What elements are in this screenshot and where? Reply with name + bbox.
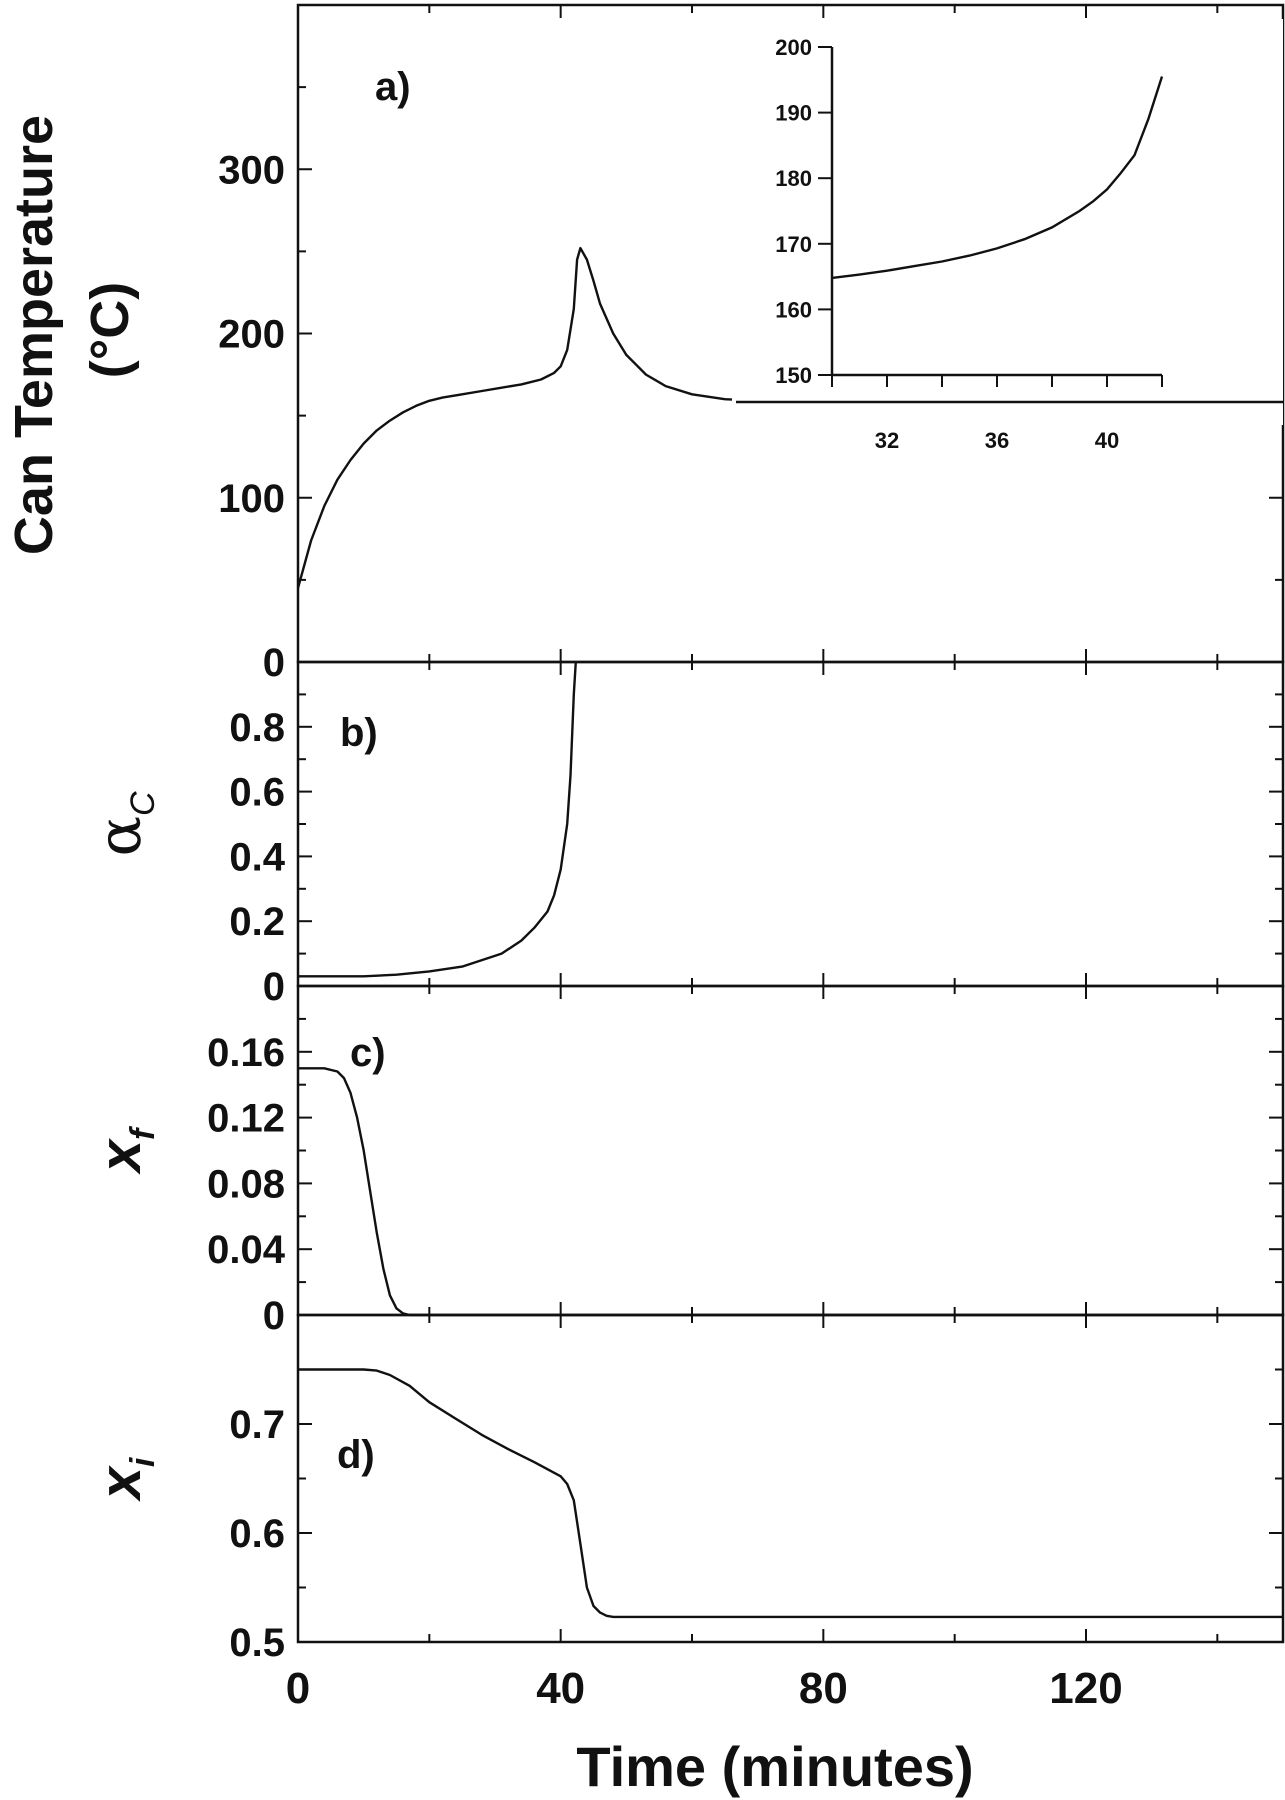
series-line-b [298,661,577,978]
panel-label-b: b) [340,711,378,755]
y-tick-label: 200 [218,313,285,357]
y-tick-label: 0 [263,641,285,685]
y-tick-label: 0.12 [207,1097,285,1141]
plot-frame-d [296,1313,1285,1644]
plot-frame-c [296,984,1285,1317]
panel-label-c: c) [350,1031,386,1075]
inset-y-tick-label: 180 [775,166,812,191]
inset-y-tick-label: 170 [775,232,812,257]
y-tick-label: 0.04 [207,1228,286,1272]
panel-label-d: d) [337,1433,375,1477]
inset-y-tick-label: 160 [775,297,812,322]
y-tick-label: 0.8 [229,706,285,750]
y-tick-label: 0.6 [229,771,285,815]
inset-y-tick-label: 190 [775,101,812,126]
y-tick-label: 0.16 [207,1031,285,1075]
inset-y-tick-label: 150 [775,363,812,388]
inset-background [732,19,1283,425]
inset-x-tick-label: 32 [875,428,899,453]
y-tick-label: 300 [218,148,285,192]
y-tick-label: 0.08 [207,1162,285,1206]
y-axis-title-d: xi [88,1456,162,1502]
inset-series-line [831,76,1164,280]
x-tick-label: 120 [1049,1664,1122,1713]
plot-frame-b [296,660,1285,988]
x-axis-title: Time (minutes) [576,1735,973,1798]
y-tick-label: 0 [263,965,285,1009]
x-tick-label: 80 [799,1664,848,1713]
y-axis-title-a-unit: (°C) [80,282,140,379]
series-line-c [298,1067,1283,1317]
panel-b: 0 0.2 0.4 0.6 0.8 b) αC [85,660,1285,1009]
x-tick-label: 40 [536,1664,585,1713]
y-tick-label: 0.2 [229,900,285,944]
inset-panel: 150 160 170 180 190 200 32 36 40 [732,19,1283,453]
series-line-a [296,246,1283,589]
y-tick-label: 100 [218,477,285,521]
x-tick-label: 0 [286,1664,310,1713]
y-tick-label: 0.5 [229,1621,285,1665]
inset-y-tick-label: 200 [775,35,812,60]
y-axis-title-b: αC [85,791,162,857]
inset-x-tick-label: 36 [985,428,1009,453]
y-tick-label: 0.7 [229,1403,285,1447]
inset-x-tick-label: 40 [1095,428,1119,453]
x-axis: 0 40 80 120 Time (minutes) [286,1664,1123,1798]
panel-a: 0 100 200 300 a) Can Temperature (°C) [4,3,1285,685]
panel-label-a: a) [375,65,411,109]
panel-c: 0 0.04 0.08 0.12 0.16 c) xf [88,984,1285,1338]
panel-d: 0.5 0.6 0.7 d) xi [88,1313,1285,1665]
y-axis-title-c: xf [88,1125,162,1175]
series-line-d [298,1368,1283,1619]
y-axis-title-a: Can Temperature [4,115,64,555]
y-tick-label: 0.4 [229,835,285,879]
y-tick-label: 0 [263,1294,285,1338]
y-tick-label: 0.6 [229,1512,285,1556]
